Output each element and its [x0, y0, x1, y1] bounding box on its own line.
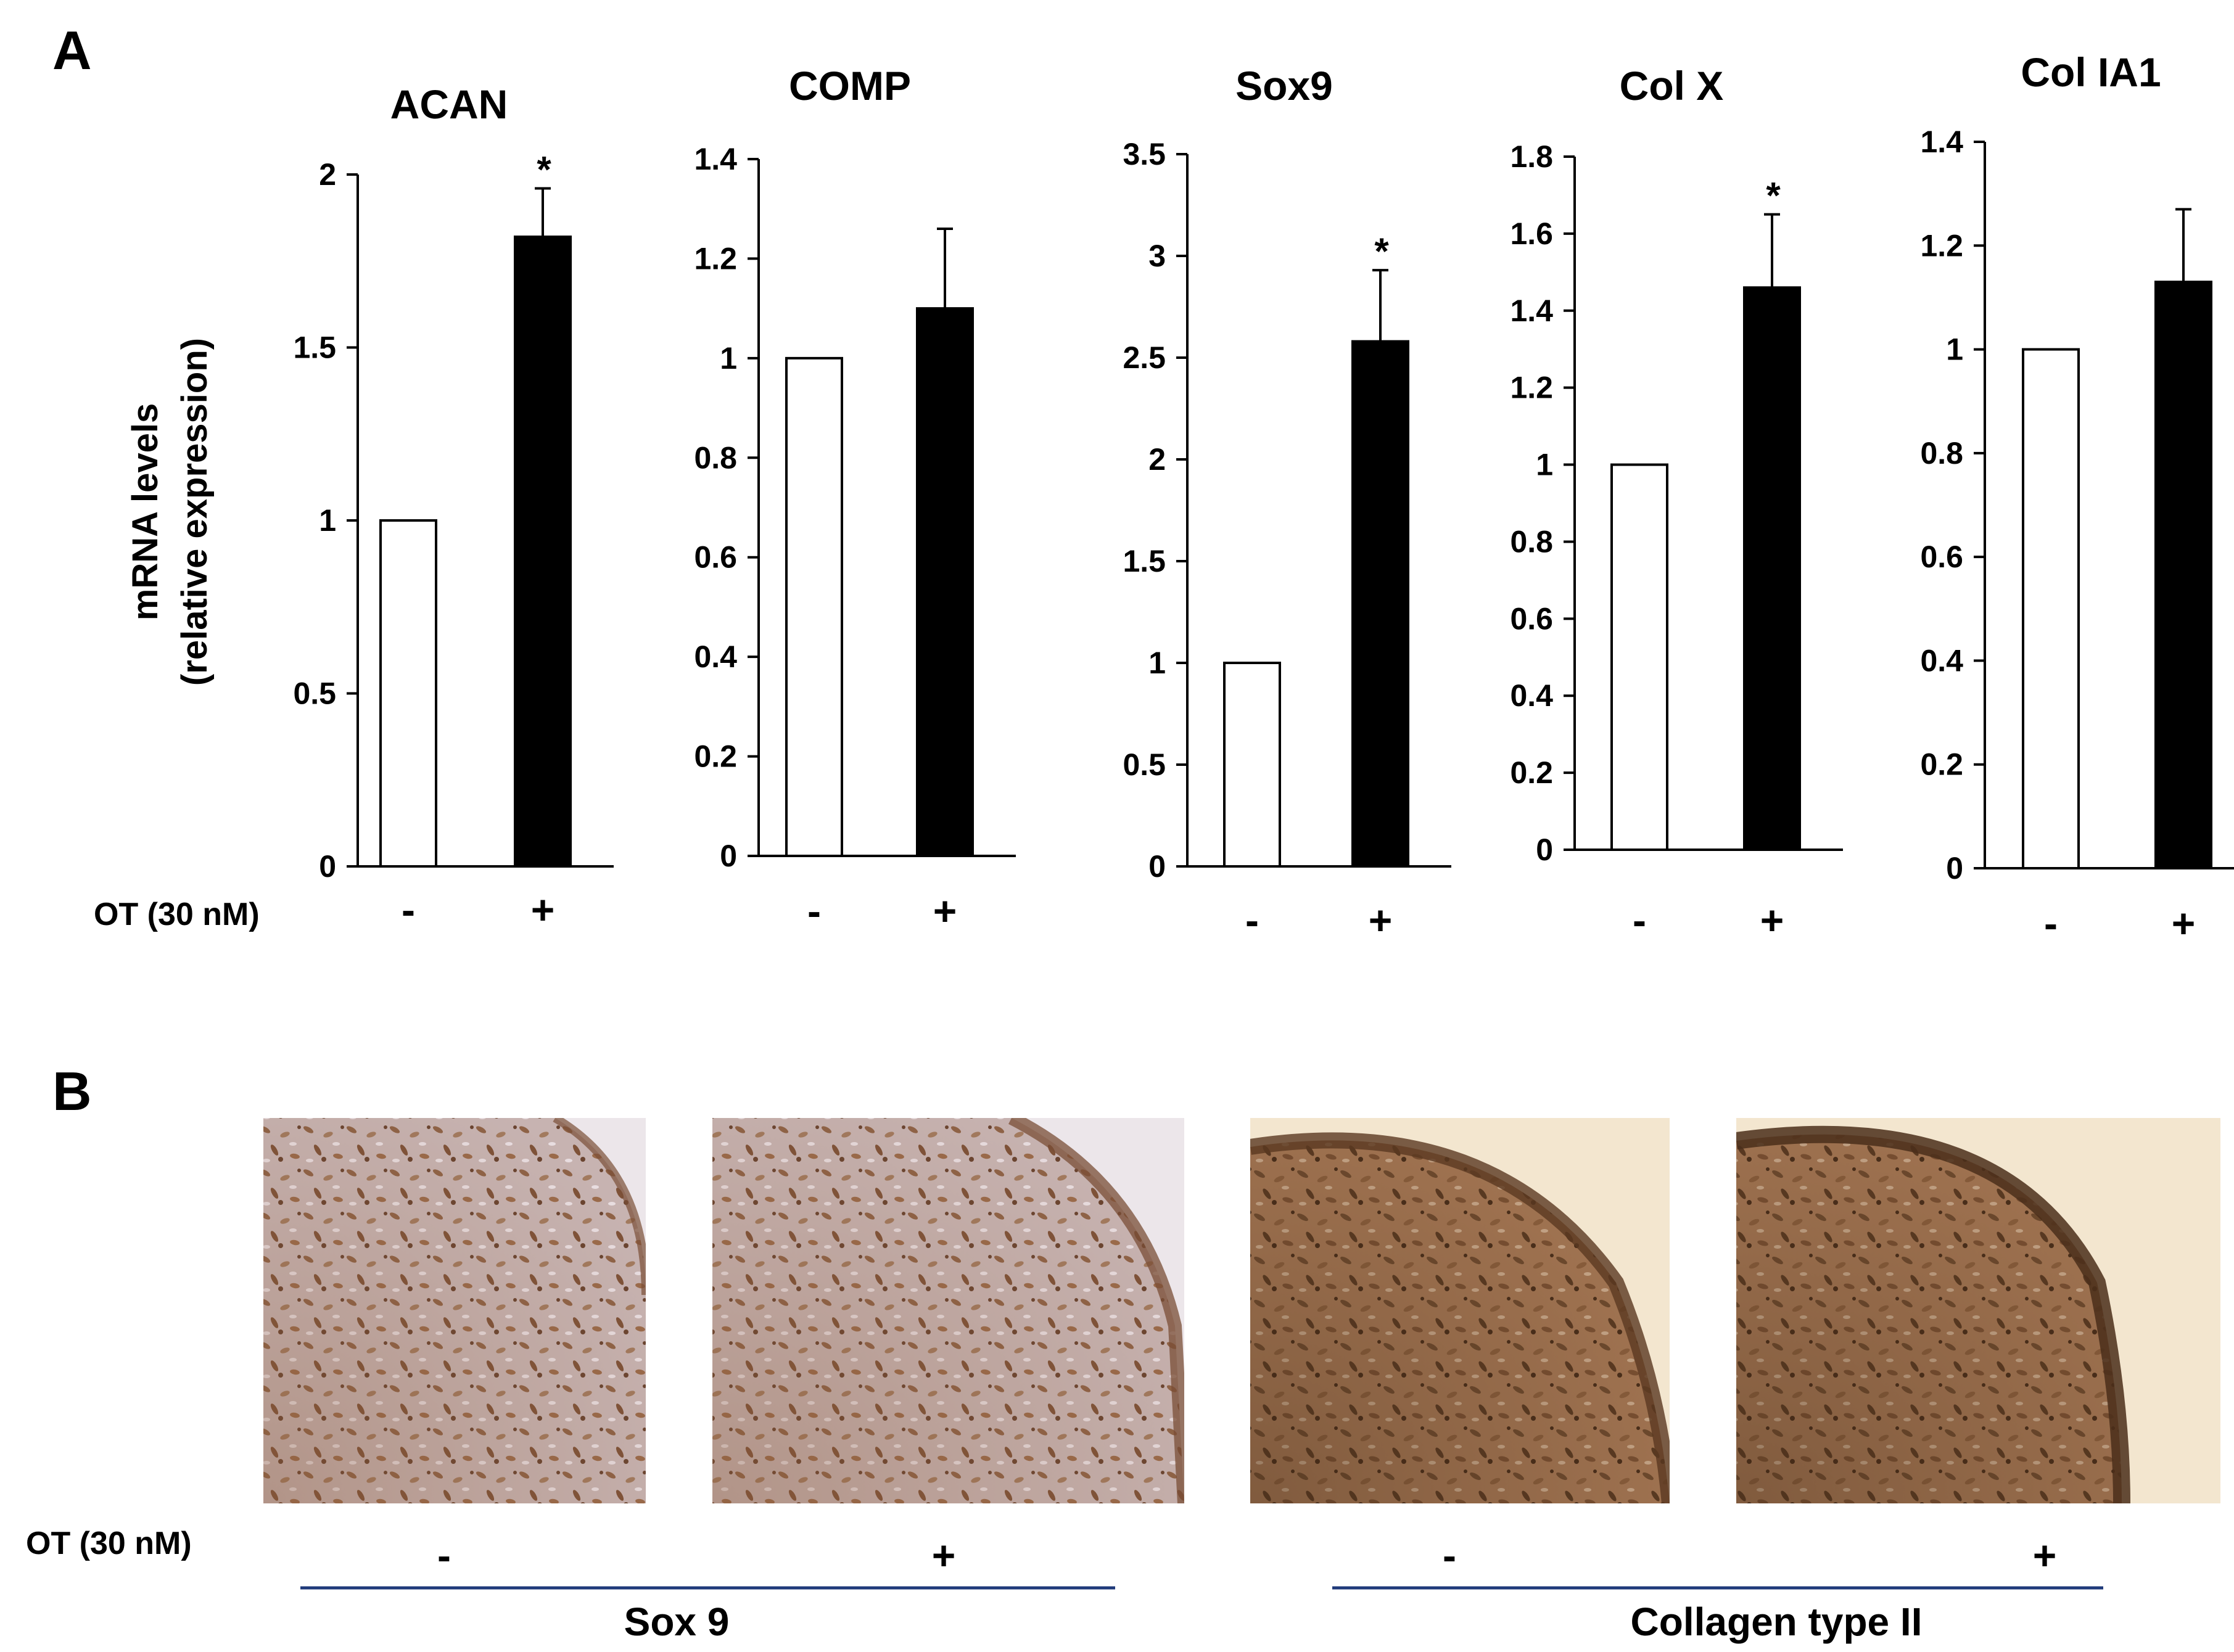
significance-marker: * — [1766, 175, 1781, 216]
condition-label: + — [1760, 897, 1784, 943]
chart-1: COMP 0 0.2 0.4 0.6 0.8 1 1.2 1.4 - + — [694, 63, 1016, 934]
histology-condition-col2-ot: + — [2033, 1532, 2057, 1578]
histology-image-sox9-ot — [712, 1118, 1184, 1503]
bar-ot — [1351, 340, 1409, 868]
y-tick-label: 0 — [1148, 849, 1166, 884]
histology-image-col2-control — [1250, 1118, 1670, 1503]
y-tick-label: 0.4 — [694, 639, 737, 674]
histology-image-sox9-control — [263, 1118, 646, 1503]
bar-control — [1610, 463, 1668, 851]
panel-label-a: A — [52, 20, 92, 81]
bar-ot — [2154, 281, 2212, 869]
y-tick-label: 1.8 — [1510, 139, 1553, 174]
y-tick-label: 1 — [1946, 332, 1963, 367]
condition-label: - — [1245, 897, 1259, 943]
y-tick-label: 1.4 — [694, 142, 737, 176]
y-tick-label: 0 — [319, 849, 336, 884]
bar-control — [1223, 662, 1281, 868]
condition-label: + — [933, 888, 957, 934]
condition-label: - — [2044, 900, 2058, 946]
y-tick-label: 0.8 — [694, 440, 737, 475]
chart-title: Sox9 — [1235, 63, 1333, 109]
chart-title: Col IA1 — [2021, 49, 2161, 95]
histology-condition-sox9-control: - — [437, 1532, 451, 1578]
bar-ot — [514, 235, 572, 868]
y-tick-label: 1 — [1148, 646, 1166, 680]
y-tick-label: 0.6 — [1920, 540, 1963, 574]
chart-3: Col X 0 0.2 0.4 0.6 0.8 1 1.2 1.4 1.6 1.8 - * + — [1510, 63, 1843, 943]
histology-condition-sox9-ot: + — [932, 1532, 956, 1578]
y-tick-label: 3 — [1148, 239, 1166, 273]
bar-ot — [1743, 286, 1801, 851]
y-tick-label: 2 — [1148, 442, 1166, 477]
chart-2: Sox9 0 0.5 1 1.5 2 2.5 3 3.5 - * + — [1123, 63, 1451, 943]
chart-4: Col IA1 0 0.2 0.4 0.6 0.8 1 1.2 1.4 - + — [1920, 49, 2234, 946]
y-tick-label: 0 — [720, 839, 737, 873]
histology-condition-col2-control: - — [1443, 1532, 1456, 1578]
chart-0: ACAN 0 0.5 1 1.5 2 - * + — [293, 81, 614, 932]
y-tick-label: 1.5 — [293, 331, 336, 365]
y-tick-label: 1 — [720, 341, 737, 376]
y-tick-label: 3.5 — [1123, 137, 1166, 171]
y-axis-label-line1: mRNA levels — [125, 403, 165, 620]
histology-panel: - + - + Sox 9 Collagen type II — [263, 1118, 2220, 1644]
panel-label-b: B — [52, 1061, 92, 1122]
y-tick-label: 0.8 — [1920, 436, 1963, 471]
bar-control — [379, 519, 437, 868]
histology-stain-col2: Collagen type II — [1631, 1600, 1923, 1644]
y-tick-label: 1.4 — [1510, 294, 1553, 328]
y-tick-label: 0.2 — [1920, 747, 1963, 782]
y-tick-label: 1 — [319, 503, 336, 538]
y-tick-label: 0.4 — [1920, 643, 1963, 678]
y-tick-label: 1.2 — [694, 241, 737, 276]
y-tick-label: 0.2 — [1510, 755, 1553, 790]
y-tick-label: 0.5 — [1123, 747, 1166, 782]
chart-title: ACAN — [390, 81, 508, 127]
chart-title: Col X — [1620, 63, 1724, 109]
treatment-label-a: OT (30 nM) — [94, 897, 260, 932]
y-tick-label: 0.4 — [1510, 678, 1553, 713]
histology-image-col2-ot — [1736, 1118, 2220, 1503]
condition-label: - — [402, 887, 415, 932]
condition-label: - — [807, 888, 821, 934]
bar-control — [785, 356, 843, 857]
condition-label: + — [1369, 897, 1393, 943]
y-tick-label: 0.2 — [694, 739, 737, 774]
y-tick-label: 0 — [1536, 832, 1553, 867]
y-tick-label: 2.5 — [1123, 340, 1166, 375]
y-tick-label: 1.2 — [1510, 371, 1553, 405]
y-tick-label: 1.5 — [1123, 544, 1166, 578]
y-tick-label: 0.6 — [694, 540, 737, 575]
y-tick-label: 1.6 — [1510, 216, 1553, 251]
y-tick-label: 1 — [1536, 448, 1553, 482]
condition-label: - — [1633, 897, 1646, 943]
histology-stain-sox9: Sox 9 — [624, 1600, 730, 1644]
y-tick-label: 1.4 — [1920, 125, 1963, 159]
chart-title: COMP — [789, 63, 911, 109]
y-tick-label: 0.8 — [1510, 524, 1553, 559]
bar-ot — [916, 307, 974, 857]
y-tick-label: 0.5 — [293, 676, 336, 711]
y-axis-label-line2: (relative expression) — [175, 338, 215, 686]
bar-charts: ACAN 0 0.5 1 1.5 2 - * + COMP 0 0.2 0.4 0.6 0.8 1 1.2 1.4… — [293, 49, 2234, 946]
y-tick-label: 2 — [319, 157, 336, 192]
significance-marker: * — [1374, 231, 1389, 272]
y-tick-label: 0.6 — [1510, 601, 1553, 636]
significance-marker: * — [537, 149, 551, 190]
y-tick-label: 0 — [1946, 851, 1963, 886]
y-tick-label: 1.2 — [1920, 228, 1963, 263]
bar-control — [2022, 348, 2080, 869]
condition-label: + — [531, 887, 555, 932]
condition-label: + — [2172, 900, 2196, 946]
treatment-label-b: OT (30 nM) — [26, 1526, 192, 1561]
